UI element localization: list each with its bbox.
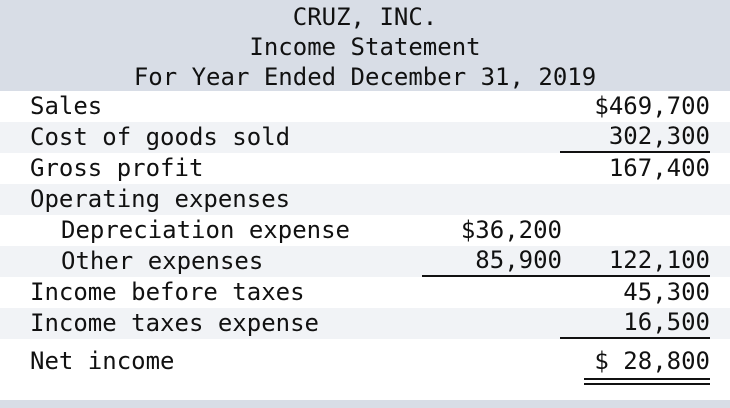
row-label: Sales (30, 92, 103, 120)
company-name: CRUZ, INC. (292, 3, 438, 31)
row-income-taxes-expense: Income taxes expense 16,500 (0, 308, 730, 339)
row-sales: Sales $469,700 (0, 91, 730, 122)
other-expenses-amount: 85,900 (422, 246, 562, 277)
statement-title: Income Statement (249, 33, 481, 61)
row-label: Operating expenses (30, 185, 291, 213)
row-label: Income taxes expense (30, 309, 319, 337)
row-income-before-taxes: Income before taxes 45,300 (0, 277, 730, 308)
row-label: Gross profit (30, 154, 204, 182)
row-label: Income before taxes (30, 278, 305, 306)
double-underline-bottom (584, 383, 710, 385)
row-label: Depreciation expense (61, 216, 350, 244)
row-label: Net income (30, 347, 175, 375)
row-net-income: Net income $ 28,800 (0, 346, 730, 377)
footer-bar (0, 400, 730, 408)
depreciation-amount: $36,200 (460, 216, 562, 244)
row-label: Cost of goods sold (30, 123, 291, 151)
statement-header: CRUZ, INC. Income Statement For Year End… (0, 0, 730, 91)
row-depreciation-expense: Depreciation expense $36,200 (0, 215, 730, 246)
total-operating-expenses-amount: 122,100 (560, 246, 710, 277)
income-taxes-amount: 16,500 (560, 308, 710, 339)
double-underline-top (584, 378, 710, 380)
net-income-amount: $ 28,800 (594, 347, 710, 375)
sales-amount: $469,700 (594, 92, 710, 120)
row-label: Other expenses (61, 247, 264, 275)
income-before-taxes-amount: 45,300 (623, 278, 710, 306)
row-gross-profit: Gross profit 167,400 (0, 153, 730, 184)
statement-period: For Year Ended December 31, 2019 (133, 63, 597, 91)
row-cost-of-goods-sold: Cost of goods sold 302,300 (0, 122, 730, 153)
gross-profit-amount: 167,400 (608, 154, 710, 182)
cogs-amount: 302,300 (560, 122, 710, 153)
row-operating-expenses: Operating expenses (0, 184, 730, 215)
row-other-expenses: Other expenses 85,900 122,100 (0, 246, 730, 277)
